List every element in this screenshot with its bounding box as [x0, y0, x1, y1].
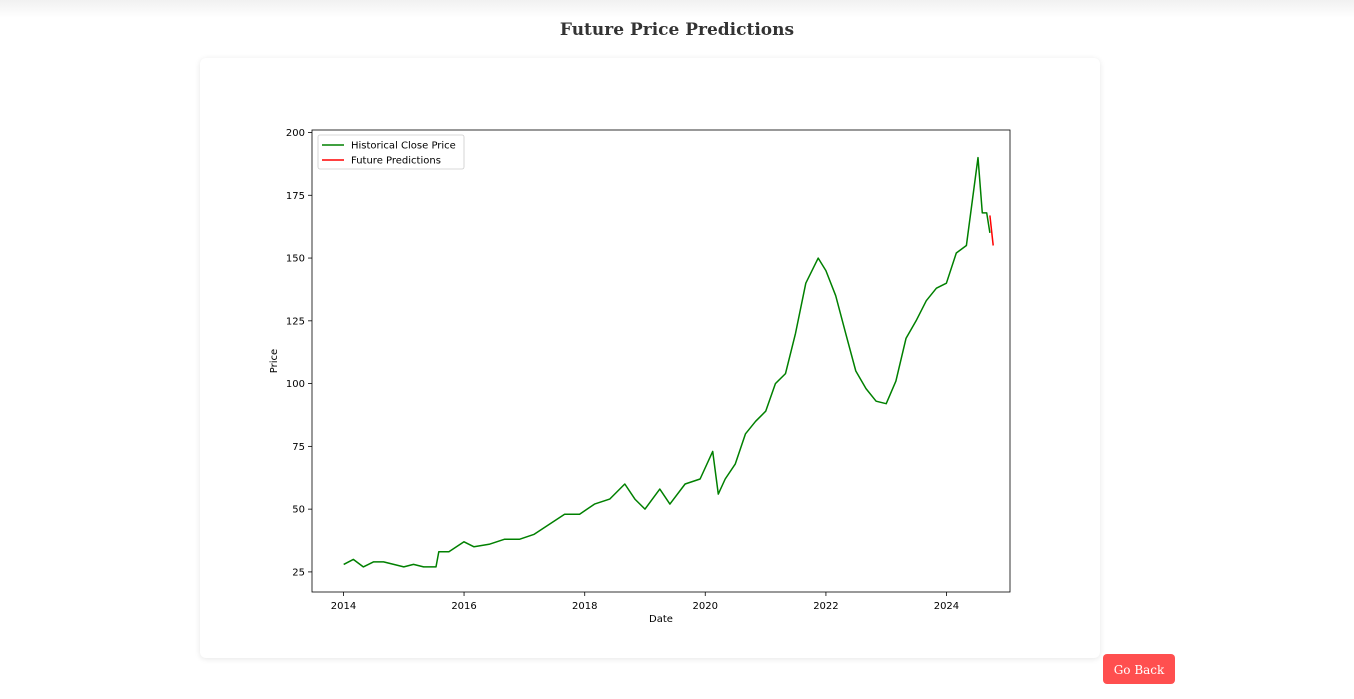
- x-tick-label-2018: 2018: [572, 601, 597, 612]
- legend-label-1: Future Predictions: [351, 156, 441, 167]
- y-tick-label-25: 25: [292, 567, 305, 578]
- x-tick-label-2014: 2014: [331, 601, 356, 612]
- series-line-1: [989, 215, 994, 246]
- x-tick-label-2016: 2016: [451, 601, 476, 612]
- x-axis-label: Date: [649, 614, 673, 625]
- page-title: Future Price Predictions: [559, 20, 795, 40]
- y-axis-label: Price: [269, 349, 280, 373]
- y-tick-label-175: 175: [286, 191, 305, 202]
- y-tick-label-150: 150: [286, 254, 305, 265]
- x-tick-label-2020: 2020: [693, 601, 718, 612]
- chart-card: 2014 2016 2018 2020 2022 2024 25 50 75 100 125 150 1…: [200, 58, 1100, 658]
- y-tick-label-200: 200: [286, 128, 305, 139]
- legend-label-0: Historical Close Price: [351, 141, 456, 152]
- y-tick-label-125: 125: [286, 316, 305, 327]
- series-line-0: [343, 156, 991, 568]
- top-shadow: [0, 0, 1354, 18]
- y-tick-label-50: 50: [292, 505, 305, 516]
- x-tick-label-2024: 2024: [934, 601, 959, 612]
- legend-box: [317, 134, 465, 170]
- plot-frame: [311, 129, 1011, 593]
- go-back-button[interactable]: Go Back: [1103, 654, 1175, 684]
- price-chart: 2014 2016 2018 2020 2022 2024 25 50 75 100 125 150 1…: [269, 128, 1011, 625]
- y-tick-label-100: 100: [286, 379, 305, 390]
- x-tick-label-2022: 2022: [813, 601, 838, 612]
- y-tick-label-75: 75: [292, 442, 305, 453]
